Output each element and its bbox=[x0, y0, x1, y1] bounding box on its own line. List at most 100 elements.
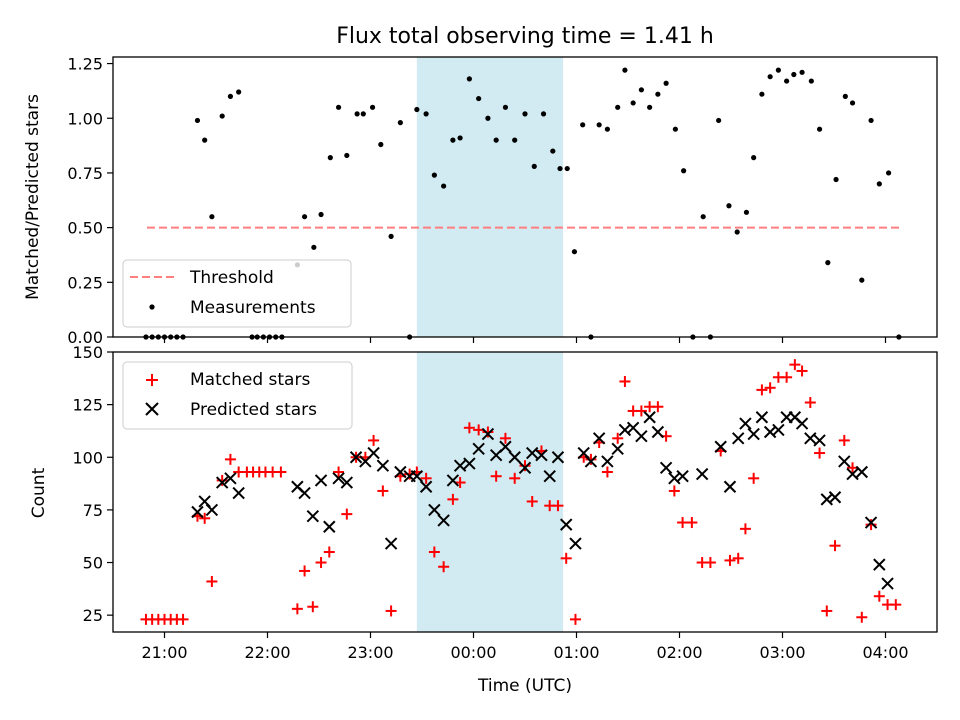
matched-point bbox=[612, 432, 624, 444]
ratio-x-axis-ticks bbox=[163, 337, 887, 343]
matched-point bbox=[838, 434, 850, 446]
ratio-y-axis-label: Matched/Predicted stars bbox=[23, 94, 43, 300]
x-tick-label: 02:00 bbox=[656, 643, 702, 662]
predicted-point bbox=[659, 461, 673, 474]
count-legend: Matched stars Predicted stars bbox=[122, 361, 353, 430]
legend-matched-swatch bbox=[146, 374, 158, 386]
matched-point bbox=[404, 468, 416, 480]
predicted-point bbox=[191, 505, 204, 519]
predicted-point bbox=[635, 430, 648, 443]
matched-point bbox=[748, 472, 760, 484]
predicted-point bbox=[651, 425, 665, 439]
legend-measurements-swatch bbox=[149, 304, 155, 310]
matched-point bbox=[482, 426, 494, 438]
matched-point bbox=[490, 470, 502, 482]
matched-point bbox=[519, 460, 531, 472]
observing-window-band bbox=[416, 352, 564, 632]
predicted-point bbox=[349, 451, 363, 464]
measurement-point bbox=[493, 137, 499, 143]
predicted-point bbox=[446, 474, 460, 487]
predicted-point bbox=[695, 467, 709, 481]
matched-point bbox=[438, 561, 450, 573]
predicted-point bbox=[394, 465, 407, 479]
matched-point bbox=[224, 453, 236, 465]
measurement-point bbox=[638, 87, 644, 93]
predicted-point bbox=[306, 510, 320, 523]
measurement-point bbox=[615, 104, 621, 110]
matched-point bbox=[619, 375, 631, 387]
matched-point bbox=[635, 405, 647, 417]
measurement-point bbox=[522, 111, 528, 117]
matched-point bbox=[216, 474, 228, 486]
measurement-point bbox=[604, 126, 611, 132]
x-tick-label: 03:00 bbox=[759, 643, 805, 662]
legend-predicted-swatch bbox=[145, 402, 159, 416]
predicted-point bbox=[437, 514, 450, 527]
predicted-point bbox=[569, 537, 582, 550]
ratio-panel: 0.00 0.25 0.50 0.75 1.00 1.25 Matched/Predict… bbox=[23, 55, 938, 347]
predicted-point bbox=[376, 459, 390, 472]
predicted-point bbox=[813, 434, 826, 447]
measurement-point bbox=[655, 91, 661, 97]
measurement-point bbox=[647, 104, 653, 110]
measurement-point bbox=[397, 120, 403, 126]
measurement-point bbox=[227, 93, 234, 99]
predicted-point bbox=[481, 427, 495, 441]
matched-point bbox=[704, 557, 716, 569]
matched-point bbox=[821, 605, 833, 617]
measurement-point bbox=[859, 277, 865, 283]
x-tick-label: 01:00 bbox=[553, 643, 599, 662]
x-tick-label: 00:00 bbox=[450, 643, 496, 662]
predicted-point bbox=[643, 411, 656, 424]
matched-point bbox=[686, 517, 698, 529]
matched-stars-points bbox=[140, 359, 902, 625]
observing-window-band bbox=[416, 57, 564, 337]
predicted-point bbox=[551, 451, 565, 464]
predicted-point bbox=[772, 423, 785, 437]
matched-point bbox=[789, 359, 801, 371]
predicted-point bbox=[611, 442, 624, 456]
x-tick-label: 21:00 bbox=[141, 643, 187, 662]
measurement-point bbox=[485, 115, 491, 121]
measurement-point bbox=[369, 104, 376, 110]
predicted-point bbox=[873, 558, 886, 571]
matched-point bbox=[732, 552, 744, 564]
predicted-point bbox=[543, 470, 556, 483]
count-y-tick-label: 75 bbox=[83, 501, 103, 520]
measurement-point bbox=[360, 111, 366, 117]
measurement-point bbox=[849, 100, 856, 106]
ratio-plot-frame bbox=[112, 56, 938, 338]
measurement-point bbox=[557, 165, 563, 172]
measurement-point bbox=[663, 80, 669, 86]
measurement-point bbox=[423, 111, 429, 117]
x-tick-label: 22:00 bbox=[244, 643, 290, 662]
predicted-point bbox=[676, 470, 689, 483]
predicted-point bbox=[367, 446, 380, 460]
predicted-point bbox=[855, 465, 869, 479]
measurement-point bbox=[219, 113, 225, 119]
ratio-y-tick-label: 1.25 bbox=[67, 55, 103, 74]
matched-point bbox=[177, 613, 189, 625]
legend-matched-label: Matched stars bbox=[190, 370, 310, 390]
predicted-point bbox=[526, 446, 539, 460]
matched-point bbox=[569, 613, 581, 625]
measurement-point bbox=[476, 95, 482, 102]
measurement-point bbox=[512, 137, 518, 143]
measurement-point bbox=[596, 122, 602, 128]
predicted-point bbox=[323, 520, 336, 533]
measurement-point bbox=[550, 148, 556, 154]
predicted-point bbox=[410, 470, 424, 483]
predicted-point bbox=[453, 459, 467, 472]
predicted-point bbox=[215, 476, 229, 489]
x-axis-label: Time (UTC) bbox=[477, 676, 572, 696]
measurement-point bbox=[842, 93, 848, 99]
predicted-point bbox=[232, 486, 245, 500]
predicted-point bbox=[881, 577, 894, 590]
predicted-point bbox=[463, 457, 476, 470]
measurement-point bbox=[816, 126, 823, 132]
predicted-point bbox=[592, 432, 606, 445]
measurement-point bbox=[716, 117, 722, 124]
matched-point bbox=[804, 397, 816, 409]
matched-point bbox=[552, 500, 564, 512]
